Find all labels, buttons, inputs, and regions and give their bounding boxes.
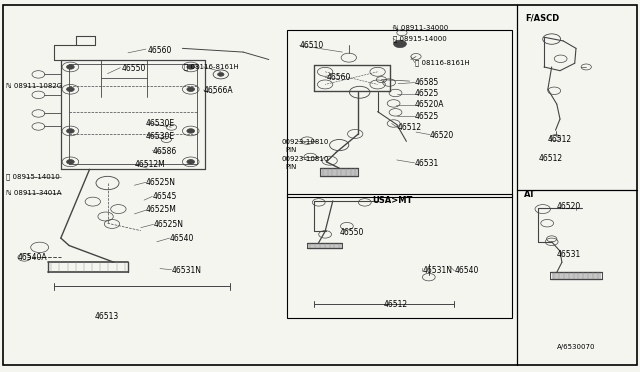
Text: PIN: PIN xyxy=(285,147,297,153)
Text: Ⓥ 08915-14000: Ⓥ 08915-14000 xyxy=(393,35,447,42)
Text: 46540: 46540 xyxy=(170,234,194,243)
Text: 46550: 46550 xyxy=(122,64,146,73)
Text: A/6530070: A/6530070 xyxy=(557,344,595,350)
Circle shape xyxy=(67,87,74,92)
Circle shape xyxy=(187,87,195,92)
Text: 46586: 46586 xyxy=(152,147,177,155)
Text: 46512: 46512 xyxy=(539,154,563,163)
Circle shape xyxy=(218,73,224,76)
Text: 46520: 46520 xyxy=(557,202,581,211)
Text: 46531: 46531 xyxy=(557,250,581,259)
Circle shape xyxy=(187,160,195,164)
Text: 00923-10810: 00923-10810 xyxy=(282,139,329,145)
Text: AT: AT xyxy=(524,190,535,199)
Text: Ⓑ 08116-8161H: Ⓑ 08116-8161H xyxy=(415,59,470,66)
Text: 46531N: 46531N xyxy=(422,266,452,275)
Text: ℕ 08911-3401A: ℕ 08911-3401A xyxy=(6,190,62,196)
Text: 00923-10810: 00923-10810 xyxy=(282,156,329,162)
Circle shape xyxy=(67,129,74,133)
Bar xyxy=(287,30,512,197)
Text: 46525: 46525 xyxy=(415,112,439,121)
Text: 46520: 46520 xyxy=(430,131,454,140)
Text: 46525M: 46525M xyxy=(146,205,177,214)
Text: Ⓑ 08116-8161H: Ⓑ 08116-8161H xyxy=(184,64,239,70)
Text: 46531: 46531 xyxy=(415,159,439,168)
Bar xyxy=(287,194,512,318)
Text: 46513: 46513 xyxy=(95,312,119,321)
Text: 46560: 46560 xyxy=(326,73,351,82)
Text: 46566A: 46566A xyxy=(204,86,233,94)
Text: 46531N: 46531N xyxy=(172,266,202,275)
Text: 46530E: 46530E xyxy=(146,132,175,141)
Text: 46525N: 46525N xyxy=(146,178,176,187)
Text: 46512M: 46512M xyxy=(134,160,165,169)
Text: 46560: 46560 xyxy=(147,46,172,55)
Text: ℕ 08911-1082G: ℕ 08911-1082G xyxy=(6,83,63,89)
Text: 46525N: 46525N xyxy=(154,220,184,229)
Text: 46512: 46512 xyxy=(398,124,422,132)
Text: ℕ 08911-34000: ℕ 08911-34000 xyxy=(393,25,448,31)
Circle shape xyxy=(67,160,74,164)
Circle shape xyxy=(187,65,195,69)
Text: Ⓥ 08915-14010: Ⓥ 08915-14010 xyxy=(6,174,60,180)
Circle shape xyxy=(394,40,406,48)
Text: F/ASCD: F/ASCD xyxy=(525,13,559,22)
Text: 46525: 46525 xyxy=(415,89,439,98)
Text: 46512: 46512 xyxy=(548,135,572,144)
Text: 46510: 46510 xyxy=(300,41,324,50)
Text: 46520A: 46520A xyxy=(415,100,444,109)
Text: 46512: 46512 xyxy=(384,300,408,309)
Text: USA>MT: USA>MT xyxy=(372,196,413,205)
Circle shape xyxy=(187,129,195,133)
Text: 46540: 46540 xyxy=(454,266,479,275)
Text: 46530E: 46530E xyxy=(146,119,175,128)
Circle shape xyxy=(67,65,74,69)
Text: 46545: 46545 xyxy=(152,192,177,201)
Text: 46540A: 46540A xyxy=(18,253,47,262)
Text: 46550: 46550 xyxy=(339,228,364,237)
Text: 46585: 46585 xyxy=(415,78,439,87)
Text: PIN: PIN xyxy=(285,164,297,170)
